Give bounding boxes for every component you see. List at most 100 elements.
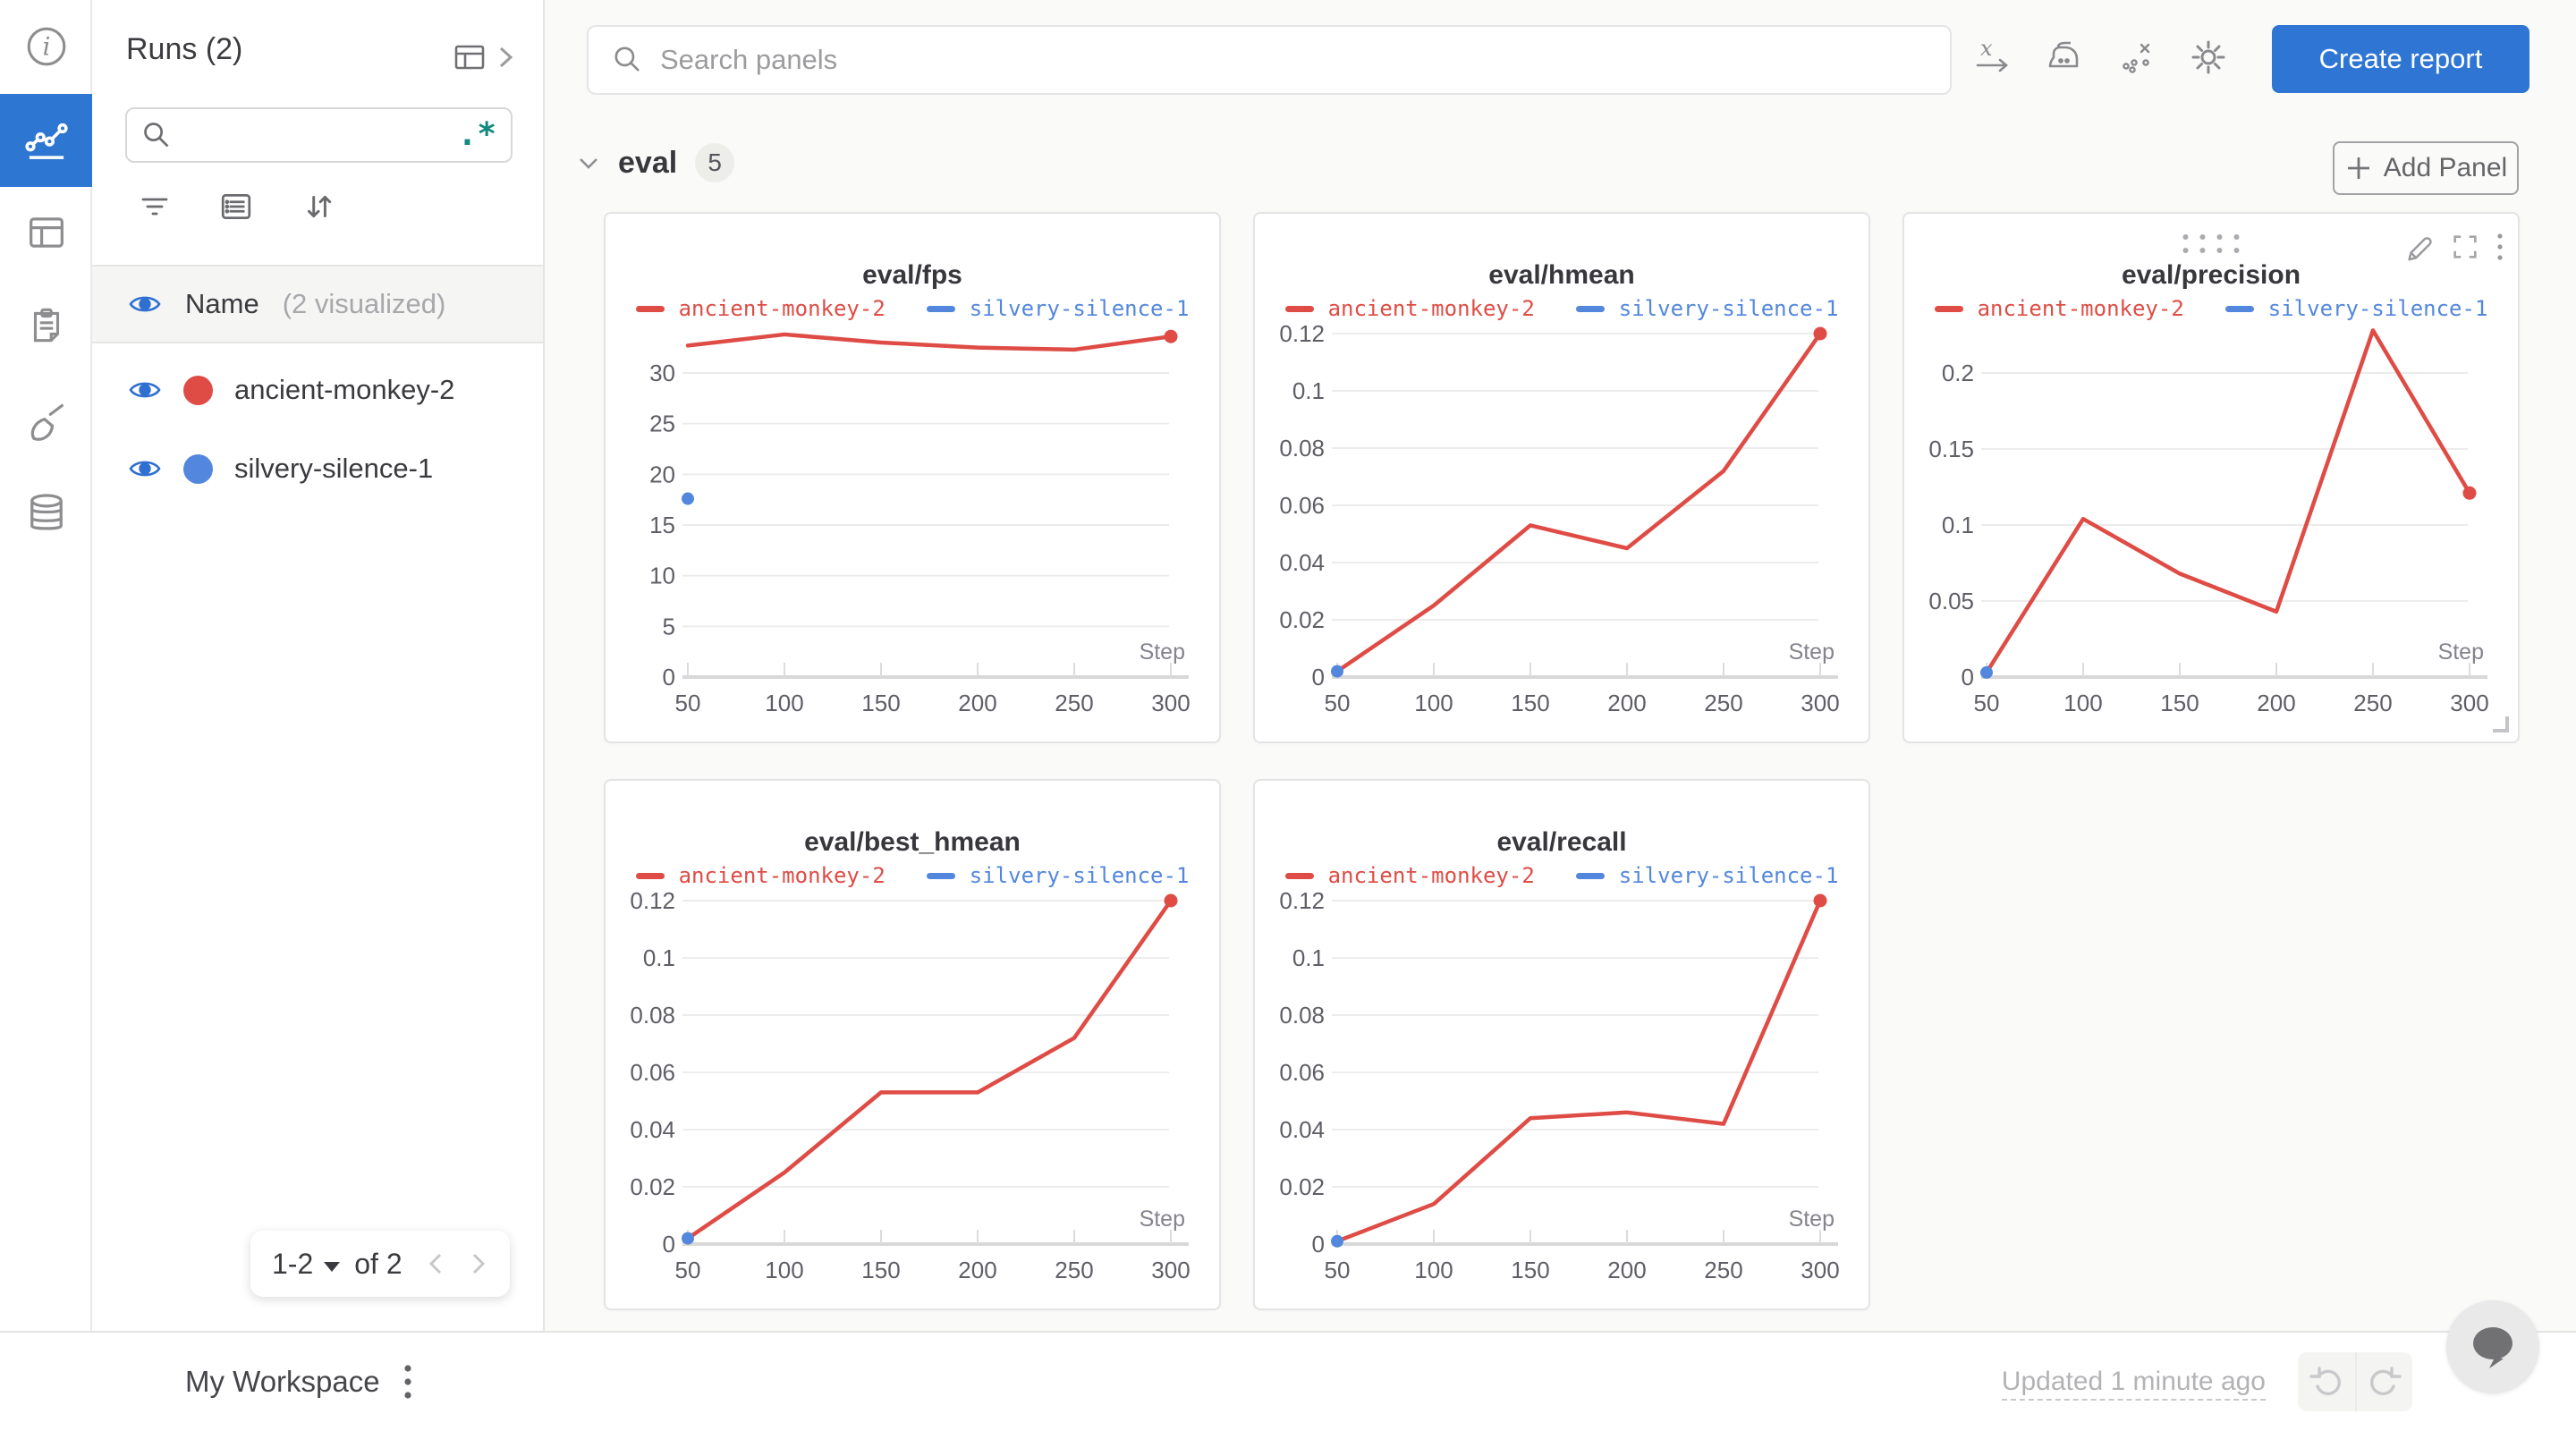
svg-text:0.02: 0.02 [1279,1173,1325,1200]
visibility-eye-icon[interactable] [128,292,162,317]
svg-text:10: 10 [649,563,675,589]
workspace-title[interactable]: My Workspace [185,1365,380,1398]
rail-item-runs-table[interactable] [0,186,92,279]
svg-text:300: 300 [1801,690,1839,716]
legend-item[interactable]: ancient-monkey-2 [1284,863,1535,888]
x-axis-settings-icon[interactable]: x [1973,36,2014,77]
legend-item[interactable]: silvery-silence-1 [1575,863,1838,888]
svg-text:0.06: 0.06 [630,1059,675,1086]
chart-plot[interactable]: 0 0.05 0.1 0.15 0.2 50 100 150 200 250 300 Step [1904,214,2521,745]
sort-icon[interactable] [301,190,335,224]
pagination-next-icon[interactable] [469,1249,488,1278]
chart-title: eval/precision [2121,260,2301,290]
legend-dash-icon [1284,305,1314,312]
outlier-scatter-icon[interactable] [2118,36,2159,77]
svg-text:100: 100 [765,690,803,716]
workspace-kebab-icon[interactable] [403,1361,412,1402]
panel-drag-handle-icon[interactable] [2182,234,2240,253]
undo-button[interactable] [2298,1352,2355,1411]
panel-resize-handle[interactable] [2493,716,2509,732]
svg-text:0.04: 0.04 [1279,549,1325,576]
svg-text:200: 200 [1607,1257,1646,1283]
rail-item-workspace-charts[interactable] [0,94,92,187]
runs-header-label: Name [185,288,259,319]
legend-item[interactable]: ancient-monkey-2 [1934,296,2184,321]
legend-dash-icon [2224,305,2254,312]
rail-item-info[interactable]: i [0,0,92,93]
runs-list-header[interactable]: Name (2 visualized) [92,265,543,343]
search-icon [612,44,644,76]
svg-text:250: 250 [1704,690,1742,716]
line-chart-icon [22,116,71,165]
runs-search-input[interactable] [172,120,458,150]
legend-dash-icon [1934,305,1963,312]
chart-panel-eval-hmean[interactable]: 0 0.02 0.04 0.06 0.08 0.1 0.12 50 100 150 200 250 30… [1253,212,1870,743]
rail-item-logs[interactable] [0,279,92,372]
legend-item[interactable]: silvery-silence-1 [926,296,1189,321]
create-report-button[interactable]: Create report [2272,25,2529,93]
section-collapse-chevron-icon[interactable] [577,155,600,171]
svg-text:50: 50 [1325,1257,1351,1283]
updated-timestamp[interactable]: Updated 1 minute ago [2001,1367,2266,1396]
chart-panel-eval-fps[interactable]: 0 5 10 15 20 25 30 50 100 150 200 250 300 Step eval/fp… [604,212,1221,743]
svg-text:15: 15 [649,512,675,538]
panel-kebab-icon[interactable] [2496,232,2504,262]
visibility-eye-icon[interactable] [128,377,162,402]
chart-panel-eval-precision[interactable]: 0 0.05 0.1 0.15 0.2 50 100 150 200 250 300 Step eval… [1902,212,2520,743]
legend-item[interactable]: silvery-silence-1 [1575,296,1838,321]
pagination-range[interactable]: 1-2 [272,1247,314,1280]
chart-plot[interactable]: 0 0.02 0.04 0.06 0.08 0.1 0.12 50 100 150 200 250 30… [1255,214,1872,745]
legend-item[interactable]: silvery-silence-1 [926,863,1189,888]
legend-item[interactable]: ancient-monkey-2 [1284,296,1535,321]
svg-text:250: 250 [1704,1257,1742,1283]
filter-icon[interactable] [139,191,171,223]
legend-item[interactable]: ancient-monkey-2 [635,296,886,321]
chart-plot[interactable]: 0 0.02 0.04 0.06 0.08 0.1 0.12 50 100 150 200 250 30… [1255,781,1872,1312]
settings-gear-icon[interactable] [2187,36,2230,79]
pagination-caret-icon[interactable] [324,1261,341,1272]
runs-sidebar: Runs (2) .* [92,0,545,1331]
svg-text:0.04: 0.04 [630,1116,675,1143]
panel-search-input[interactable] [660,44,1927,76]
svg-text:150: 150 [1511,690,1549,716]
list-settings-icon[interactable] [219,190,253,224]
visibility-eye-icon[interactable] [128,456,162,481]
svg-text:0.1: 0.1 [643,944,675,971]
svg-text:300: 300 [1151,1257,1190,1283]
run-color-dot [183,375,213,405]
rail-item-sweeps[interactable] [0,377,92,470]
legend-item[interactable]: silvery-silence-1 [2224,296,2487,321]
runs-table-toggle-icon[interactable] [452,39,487,75]
svg-text:150: 150 [861,1257,900,1283]
svg-text:0: 0 [1962,664,1974,690]
run-row-ancient-monkey-2[interactable]: ancient-monkey-2 [92,351,543,429]
svg-text:0: 0 [663,664,675,690]
chart-panel-eval-best_hmean[interactable]: 0 0.02 0.04 0.06 0.08 0.1 0.12 50 100 150 200 250 30… [604,779,1221,1310]
rail-item-artifacts[interactable] [0,467,92,560]
expand-sidebar-chevron-icon[interactable] [496,42,516,72]
svg-text:200: 200 [958,690,996,716]
svg-text:30: 30 [649,360,675,386]
add-panel-button[interactable]: Add Panel [2333,141,2519,195]
chart-legend: ancient-monkey-2 silvery-silence-1 [1255,863,1868,888]
chart-panel-eval-recall[interactable]: 0 0.02 0.04 0.06 0.08 0.1 0.12 50 100 150 200 250 30… [1253,779,1870,1310]
edit-panel-pencil-icon[interactable] [2403,232,2434,262]
run-row-silvery-silence-1[interactable]: silvery-silence-1 [92,429,543,508]
regex-toggle[interactable]: .* [457,116,496,153]
redo-button[interactable] [2355,1352,2412,1411]
svg-text:x: x [1980,36,1993,61]
runs-pagination: 1-2 of 2 [250,1231,510,1297]
smoothing-iron-icon[interactable] [2044,36,2085,77]
fullscreen-icon[interactable] [2450,232,2480,262]
pagination-prev-icon[interactable] [426,1249,445,1278]
runs-search-box[interactable]: .* [125,107,513,163]
svg-text:0.05: 0.05 [1928,588,1974,614]
panel-search-box[interactable] [587,25,1952,95]
chart-plot[interactable]: 0 5 10 15 20 25 30 50 100 150 200 250 300 Step [606,214,1223,745]
chart-plot[interactable]: 0 0.02 0.04 0.06 0.08 0.1 0.12 50 100 150 200 250 30… [606,781,1223,1312]
legend-item[interactable]: ancient-monkey-2 [635,863,886,888]
support-chat-button[interactable] [2446,1300,2539,1393]
workspace-main: x Create report e [545,0,2576,1331]
section-name[interactable]: eval [618,145,678,180]
svg-text:i: i [42,31,50,61]
